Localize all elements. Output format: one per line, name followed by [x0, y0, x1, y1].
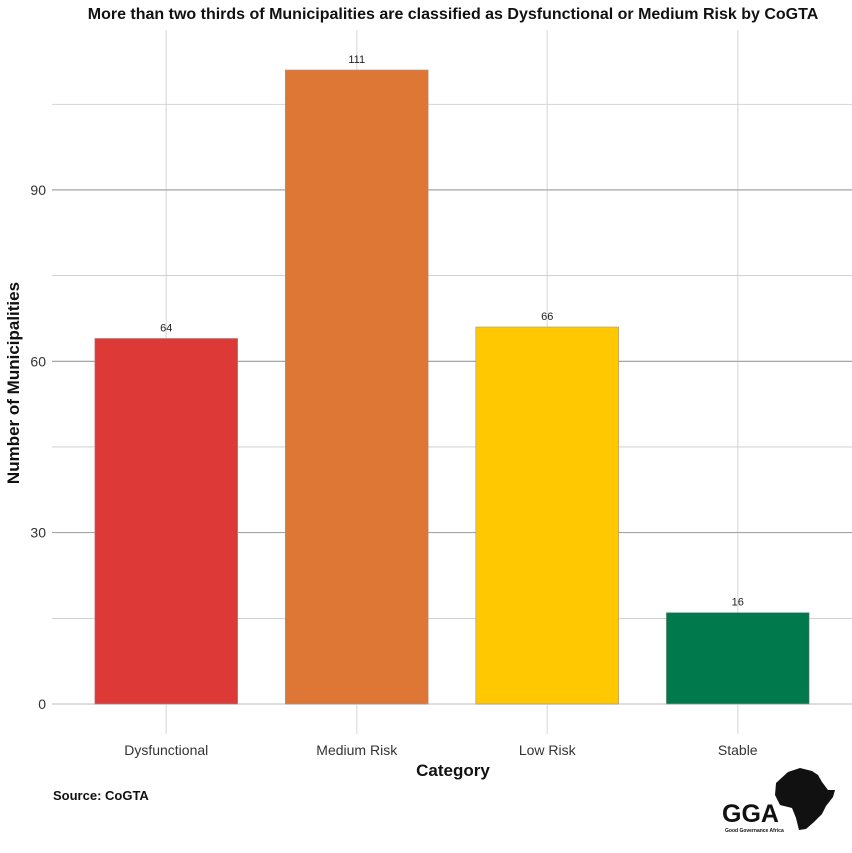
chart-title: More than two thirds of Municipalities a… — [88, 6, 819, 23]
y-axis-ticks: 0 30 60 90 — [30, 182, 46, 712]
bar-dysfunctional — [94, 338, 238, 705]
bars — [94, 69, 810, 705]
bar-low-risk — [475, 326, 619, 705]
logo-subtext: Good Governance Africa — [725, 828, 784, 834]
bar-medium-risk — [285, 69, 429, 705]
bar-data-label: 66 — [541, 311, 553, 323]
africa-map-icon — [775, 768, 835, 830]
logo-text: GGA — [722, 800, 779, 828]
x-axis-ticks: Dysfunctional Medium Risk Low Risk Stable — [124, 742, 758, 758]
y-tick-label: 30 — [30, 525, 46, 541]
source-caption: Source: CoGTA — [53, 788, 149, 803]
x-tick-label: Dysfunctional — [124, 742, 208, 758]
y-axis-title: Number of Municipalities — [4, 282, 23, 484]
x-axis-title: Category — [416, 761, 490, 780]
bar-data-label: 111 — [348, 54, 365, 66]
bar-data-label: 16 — [732, 597, 744, 609]
gga-logo: GGA Good Governance Africa — [722, 768, 835, 834]
y-tick-label: 90 — [30, 182, 46, 198]
x-tick-label: Low Risk — [519, 742, 577, 758]
bar-stable — [666, 612, 810, 705]
bar-data-labels: 64 111 66 16 — [160, 54, 744, 609]
y-tick-label: 0 — [38, 696, 46, 712]
y-tick-label: 60 — [30, 353, 46, 369]
x-tick-label: Stable — [718, 742, 758, 758]
x-tick-label: Medium Risk — [316, 742, 398, 758]
bar-data-label: 64 — [160, 322, 172, 334]
